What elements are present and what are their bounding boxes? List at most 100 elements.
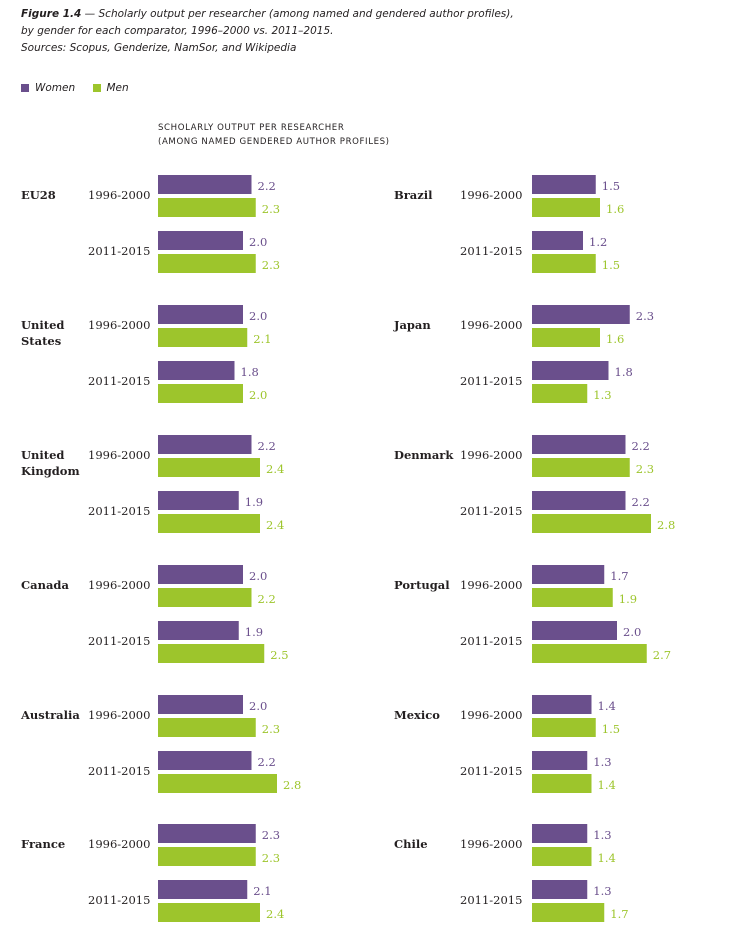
legend-swatch-women [21, 84, 29, 92]
bar-chile-2011-2015-women [532, 880, 588, 899]
bar-denmark-1996-2000-men [532, 458, 630, 477]
data-label-chile-1996-2000-men: 1.4 [598, 851, 616, 865]
data-label-portugal-2011-2015-men: 2.7 [653, 648, 671, 662]
bar-australia-1996-2000-men [158, 718, 256, 737]
bar-australia-2011-2015-men [158, 774, 277, 793]
period-label-mexico-1996-2000: 1996-2000 [460, 708, 522, 722]
data-label-france-2011-2015-men: 2.4 [266, 907, 284, 921]
data-label-chile-2011-2015-men: 1.7 [610, 907, 628, 921]
data-label-canada-1996-2000-men: 2.2 [258, 592, 276, 606]
period-label-canada-2011-2015: 2011-2015 [88, 634, 150, 648]
group-label-france: France [21, 837, 65, 851]
bar-france-1996-2000-men [158, 847, 256, 866]
bar-united-states-1996-2000-men [158, 328, 248, 347]
data-label-united-states-2011-2015-women: 1.8 [241, 365, 259, 379]
bar-denmark-1996-2000-women [532, 435, 626, 454]
group-label-brazil: Brazil [394, 188, 433, 202]
data-label-united-kingdom-1996-2000-men: 2.4 [266, 462, 284, 476]
bar-portugal-2011-2015-women [532, 621, 617, 640]
legend-swatch-men [92, 84, 101, 92]
period-label-australia-1996-2000: 1996-2000 [88, 708, 150, 722]
bar-australia-1996-2000-women [158, 695, 243, 714]
period-label-mexico-2011-2015: 2011-2015 [460, 764, 522, 778]
axis-title-line-2: (AMONG NAMED GENDERED AUTHOR PROFILES) [158, 137, 390, 147]
group-label-canada: Canada [21, 578, 69, 592]
data-label-france-2011-2015-women: 2.1 [253, 884, 271, 898]
period-label-united-states-1996-2000: 1996-2000 [88, 318, 150, 332]
chart-legend: Women Men [21, 82, 143, 95]
data-label-denmark-2011-2015-women: 2.2 [632, 495, 650, 509]
group-label-chile: Chile [394, 837, 428, 851]
data-label-france-1996-2000-women: 2.3 [262, 828, 280, 842]
data-label-denmark-2011-2015-men: 2.8 [657, 518, 675, 532]
bar-france-2011-2015-men [158, 903, 260, 922]
bar-united-kingdom-1996-2000-men [158, 458, 260, 477]
bar-mexico-1996-2000-men [532, 718, 596, 737]
data-label-denmark-1996-2000-women: 2.2 [632, 439, 650, 453]
period-label-eu28-1996-2000: 1996-2000 [88, 188, 150, 202]
data-label-brazil-1996-2000-women: 1.5 [602, 179, 620, 193]
data-label-mexico-2011-2015-men: 1.4 [598, 778, 616, 792]
data-label-mexico-1996-2000-women: 1.4 [598, 699, 616, 713]
group-label-united-kingdom-line-2: Kingdom [21, 464, 80, 478]
bar-canada-1996-2000-men [158, 588, 252, 607]
bar-japan-1996-2000-men [532, 328, 600, 347]
period-label-australia-2011-2015: 2011-2015 [88, 764, 150, 778]
bar-brazil-1996-2000-men [532, 198, 600, 217]
bar-united-states-2011-2015-men [158, 384, 243, 403]
bar-canada-2011-2015-women [158, 621, 239, 640]
period-label-united-states-2011-2015: 2011-2015 [88, 374, 150, 388]
data-label-denmark-1996-2000-men: 2.3 [636, 462, 654, 476]
bar-canada-2011-2015-men [158, 644, 265, 663]
period-label-japan-1996-2000: 1996-2000 [460, 318, 522, 332]
data-label-japan-2011-2015-women: 1.8 [615, 365, 633, 379]
bar-japan-1996-2000-women [532, 305, 630, 324]
legend-label-women: Women [35, 82, 76, 94]
data-label-canada-1996-2000-women: 2.0 [249, 569, 267, 583]
bar-eu28-1996-2000-men [158, 198, 256, 217]
period-label-united-kingdom-1996-2000: 1996-2000 [88, 448, 150, 462]
figure-label: Figure 1.4 [21, 8, 82, 20]
period-label-france-1996-2000: 1996-2000 [88, 837, 150, 851]
data-label-eu28-2011-2015-women: 2.0 [249, 235, 267, 249]
bar-united-states-1996-2000-women [158, 305, 243, 324]
data-label-eu28-1996-2000-men: 2.3 [262, 202, 280, 216]
bar-canada-1996-2000-women [158, 565, 243, 584]
group-label-portugal: Portugal [394, 578, 450, 592]
caption-title: — Scholarly output per researcher (among… [81, 8, 514, 20]
bar-japan-2011-2015-men [532, 384, 588, 403]
legend-label-men: Men [106, 82, 129, 94]
axis-title: SCHOLARLY OUTPUT PER RESEARCHER (AMONG N… [158, 121, 390, 149]
period-label-japan-2011-2015: 2011-2015 [460, 374, 522, 388]
bar-denmark-2011-2015-men [532, 514, 651, 533]
data-label-australia-2011-2015-men: 2.8 [283, 778, 301, 792]
period-label-portugal-1996-2000: 1996-2000 [460, 578, 522, 592]
data-label-brazil-2011-2015-men: 1.5 [602, 258, 620, 272]
period-label-eu28-2011-2015: 2011-2015 [88, 244, 150, 258]
data-label-chile-1996-2000-women: 1.3 [593, 828, 611, 842]
data-label-japan-1996-2000-women: 2.3 [636, 309, 654, 323]
data-label-canada-2011-2015-men: 2.5 [270, 648, 288, 662]
bar-chile-2011-2015-men [532, 903, 605, 922]
group-label-united-states-line-2: States [21, 334, 61, 348]
legend-item-men: Men [92, 82, 129, 94]
data-label-australia-2011-2015-women: 2.2 [258, 755, 276, 769]
data-label-france-1996-2000-men: 2.3 [262, 851, 280, 865]
bar-chile-1996-2000-men [532, 847, 592, 866]
group-label-mexico: Mexico [394, 708, 440, 722]
period-label-denmark-2011-2015: 2011-2015 [460, 504, 522, 518]
data-label-australia-1996-2000-women: 2.0 [249, 699, 267, 713]
bar-france-2011-2015-women [158, 880, 248, 899]
bar-eu28-1996-2000-women [158, 175, 252, 194]
data-label-united-states-1996-2000-women: 2.0 [249, 309, 267, 323]
group-label-united-states-line-1: United [21, 318, 64, 332]
group-label-japan: Japan [393, 318, 431, 332]
bar-japan-2011-2015-women [532, 361, 609, 380]
data-label-united-states-1996-2000-men: 2.1 [253, 332, 271, 346]
caption-line-2: by gender for each comparator, 1996–2000… [21, 25, 334, 37]
group-label-australia: Australia [20, 708, 80, 722]
legend-item-women: Women [21, 82, 75, 94]
bar-portugal-2011-2015-men [532, 644, 647, 663]
bar-mexico-1996-2000-women [532, 695, 592, 714]
